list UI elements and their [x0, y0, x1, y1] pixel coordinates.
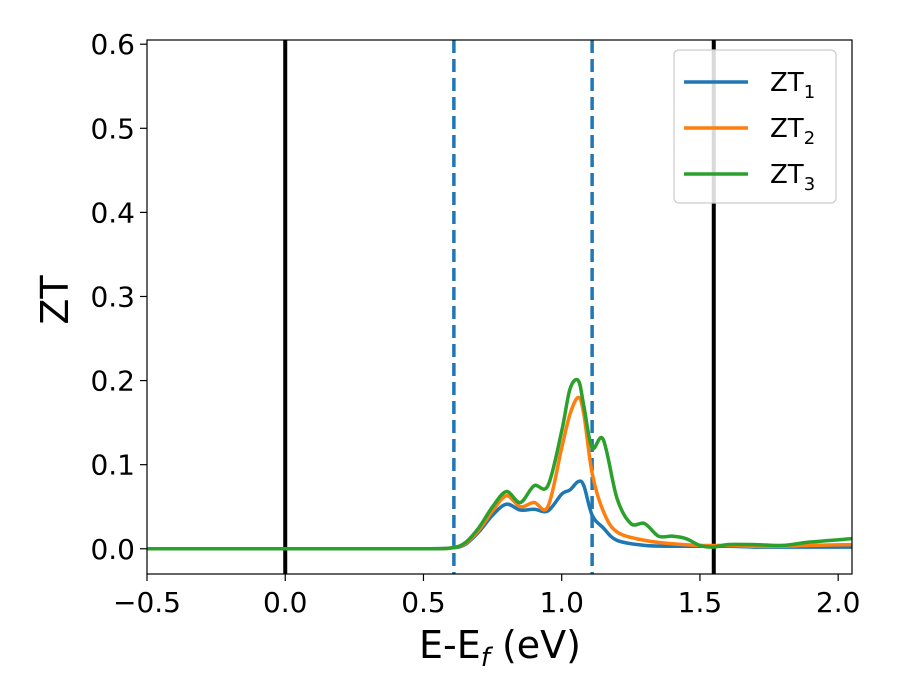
x-tick-label: 0.5 [401, 586, 446, 619]
series-line-zt2 [147, 395, 852, 551]
x-tick-label: −0.5 [113, 586, 181, 619]
y-tick-label: 0.0 [90, 533, 135, 566]
y-tick-label: 0.2 [90, 365, 135, 398]
y-tick-label: 0.5 [90, 112, 135, 145]
x-tick-label: 1.5 [678, 586, 723, 619]
x-tick-label: 2.0 [816, 586, 861, 619]
legend-box [673, 49, 837, 204]
legend: ZT1 ZT2 ZT3 [673, 49, 837, 204]
x-axis-ticks: −0.5 0.0 0.5 1.0 1.5 2.0 [113, 574, 860, 619]
x-tick-label: 1.0 [539, 586, 584, 619]
series-line-zt1 [147, 479, 852, 551]
y-tick-label: 0.6 [90, 28, 135, 61]
y-axis-ticks: 0.0 0.1 0.2 0.3 0.4 0.5 0.6 [90, 28, 147, 566]
series-group [147, 377, 852, 551]
plot-frame [146, 39, 853, 575]
legend-label-zt3: ZT3 [770, 160, 815, 195]
x-tick-label: 0.0 [263, 586, 308, 619]
legend-label-zt1: ZT1 [770, 68, 815, 103]
y-tick-label: 0.1 [90, 449, 135, 482]
y-tick-label: 0.4 [90, 196, 135, 229]
series-line-zt3 [147, 377, 852, 551]
x-axis-label: E-Ef (eV) [419, 623, 581, 673]
y-tick-label: 0.3 [90, 280, 135, 313]
y-axis-label: ZT [33, 275, 77, 325]
legend-label-zt2: ZT2 [770, 114, 815, 149]
